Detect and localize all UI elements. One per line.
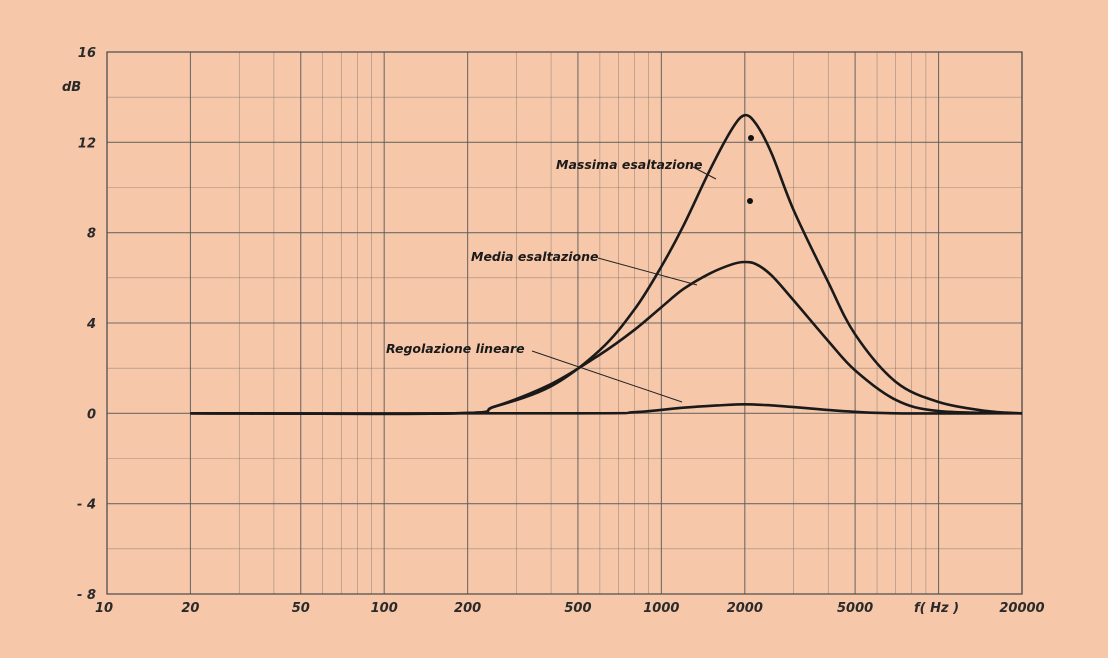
y-tick-label: - 8 <box>77 588 96 603</box>
ink-dot <box>747 198 753 204</box>
series-label: Massima esaltazione <box>556 157 702 172</box>
series-line <box>190 402 1023 415</box>
series-annotations: Massima esaltazione Media esaltazione Rego… <box>386 157 702 356</box>
ink-dot <box>748 135 754 141</box>
grid <box>106 51 1023 595</box>
y-tick-label: 16 <box>78 46 96 61</box>
x-tick-label: 5000 <box>837 601 873 616</box>
y-tick-label: 8 <box>87 227 96 242</box>
leader-line <box>690 165 717 180</box>
x-tick-label: 200 <box>454 601 481 616</box>
y-tick-label: - 4 <box>77 498 96 513</box>
annotation-leaders <box>531 165 717 403</box>
x-tick-label: 20000 <box>999 601 1044 616</box>
series-label: Media esaltazione <box>471 249 599 264</box>
y-tick-labels: 16 12 8 4 0 - 4 - 8 <box>77 46 96 603</box>
x-tick-label: 20 <box>181 601 199 616</box>
y-tick-label: 0 <box>87 407 96 422</box>
x-tick-label: 2000 <box>727 601 763 616</box>
x-tick-label: 1000 <box>643 601 679 616</box>
x-tick-label: 10 <box>95 601 113 616</box>
leader-line <box>597 257 698 286</box>
x-tick-label: 500 <box>564 601 591 616</box>
plot-border <box>106 51 1023 595</box>
y-tick-label: 4 <box>86 317 96 332</box>
x-axis-label: f( Hz ) <box>914 601 959 616</box>
x-tick-label: 100 <box>371 601 398 616</box>
y-tick-label: 12 <box>78 136 96 151</box>
curves <box>190 113 1023 416</box>
series-label: Regolazione lineare <box>386 341 525 356</box>
x-tick-label: 50 <box>292 601 310 616</box>
series-line <box>190 260 1023 416</box>
x-tick-labels: 10 20 50 100 200 500 1000 2000 5000 20000 <box>95 601 1045 616</box>
leader-line <box>531 350 683 403</box>
y-axis-label: dB <box>62 80 81 95</box>
